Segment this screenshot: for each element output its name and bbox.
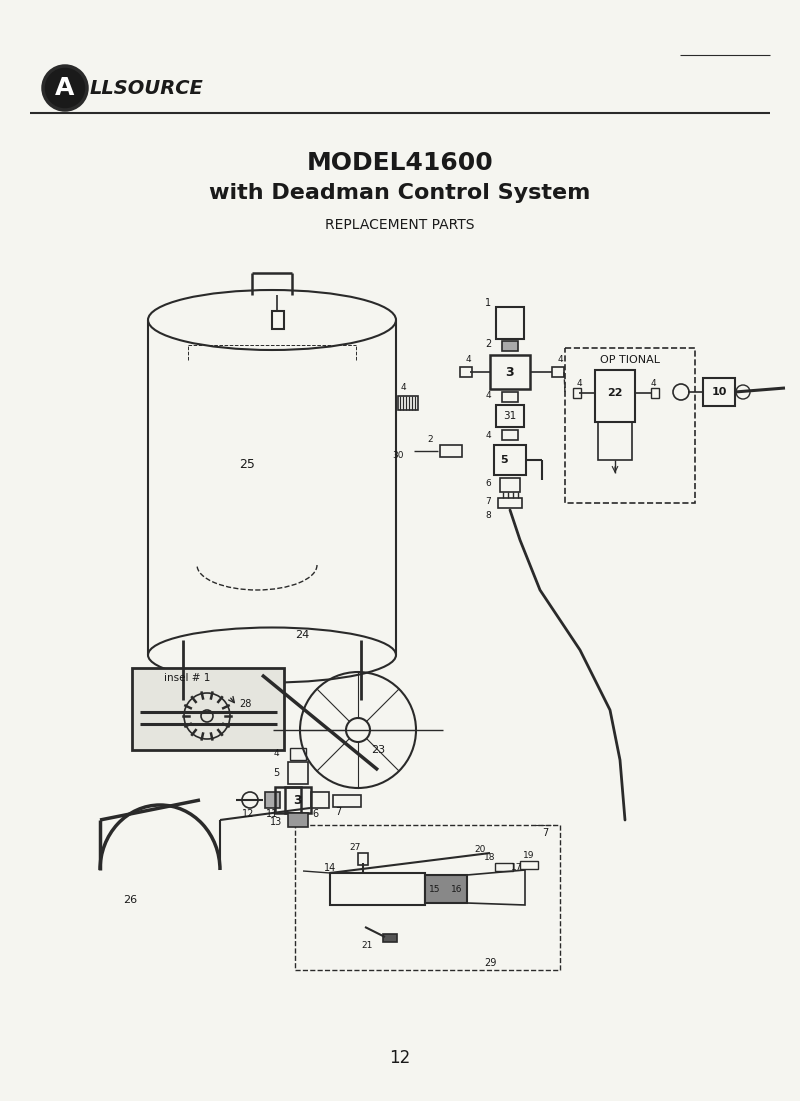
Bar (398, 396, 418, 410)
Text: LLSOURCE: LLSOURCE (90, 78, 204, 98)
Bar (520, 861, 538, 869)
Bar (290, 748, 306, 760)
Text: 7: 7 (542, 828, 548, 838)
Text: 8: 8 (485, 511, 491, 520)
Text: 6: 6 (485, 480, 491, 489)
Text: 1: 1 (485, 298, 491, 308)
Text: 30: 30 (392, 450, 404, 459)
Bar (498, 498, 522, 508)
Text: 4: 4 (485, 430, 491, 439)
Text: 17: 17 (511, 863, 522, 872)
Text: 16: 16 (451, 884, 462, 894)
Text: insel # 1: insel # 1 (164, 673, 210, 683)
Text: 21: 21 (362, 940, 373, 949)
Bar (288, 813, 308, 827)
Bar (502, 430, 518, 440)
Text: 25: 25 (239, 458, 255, 471)
Bar (502, 392, 518, 402)
Text: 12: 12 (390, 1049, 410, 1067)
Text: 28: 28 (239, 699, 251, 709)
Text: 18: 18 (484, 852, 496, 861)
Text: 22: 22 (607, 388, 622, 397)
Text: 31: 31 (503, 411, 517, 421)
Bar (598, 422, 632, 460)
Text: 26: 26 (123, 895, 137, 905)
Bar (383, 934, 397, 942)
Text: 4: 4 (557, 356, 563, 364)
Bar (295, 825, 560, 970)
Text: REPLACEMENT PARTS: REPLACEMENT PARTS (326, 218, 474, 232)
Text: 24: 24 (295, 630, 309, 640)
Bar (573, 388, 581, 397)
Bar (330, 873, 425, 905)
Bar (460, 367, 472, 377)
Text: 4: 4 (650, 379, 656, 388)
Bar (272, 310, 284, 329)
Bar (358, 853, 368, 865)
Bar (595, 370, 635, 422)
Text: 12: 12 (242, 809, 254, 819)
Text: 11: 11 (266, 809, 278, 819)
Text: 10: 10 (711, 386, 726, 397)
Text: 29: 29 (484, 958, 496, 968)
Bar (333, 795, 361, 807)
Bar (565, 348, 695, 503)
Bar (490, 355, 530, 389)
Text: 4: 4 (576, 379, 582, 388)
Bar (494, 445, 526, 475)
Text: 15: 15 (430, 884, 441, 894)
Bar (265, 792, 280, 808)
Text: 7: 7 (335, 807, 341, 817)
Text: 19: 19 (523, 850, 534, 860)
Text: 2: 2 (427, 436, 433, 445)
Bar (502, 341, 518, 351)
Bar (285, 787, 311, 813)
Bar (496, 307, 524, 339)
Bar (288, 762, 308, 784)
Text: 4: 4 (465, 356, 471, 364)
Text: 5: 5 (273, 768, 279, 778)
Text: 13: 13 (270, 817, 282, 827)
Text: 27: 27 (350, 842, 361, 851)
Text: 20: 20 (474, 844, 486, 853)
Text: 4: 4 (400, 383, 406, 392)
Bar (275, 787, 301, 813)
Bar (500, 478, 520, 492)
Bar (132, 668, 284, 750)
Bar (495, 863, 513, 871)
Text: 5: 5 (500, 455, 508, 465)
Text: OP TIONAL: OP TIONAL (600, 355, 660, 366)
Text: 3: 3 (294, 794, 302, 807)
Bar (425, 875, 467, 903)
Text: 4: 4 (273, 750, 279, 759)
Bar (440, 445, 462, 457)
Bar (651, 388, 659, 397)
Bar (496, 405, 524, 427)
Text: 23: 23 (371, 745, 385, 755)
Circle shape (43, 66, 87, 110)
Bar (703, 378, 735, 406)
Text: 6: 6 (312, 809, 318, 819)
Text: A: A (55, 76, 74, 100)
Text: with Deadman Control System: with Deadman Control System (210, 183, 590, 203)
Text: 7: 7 (485, 497, 491, 505)
Bar (311, 792, 329, 808)
Text: 3: 3 (506, 366, 514, 379)
Text: 2: 2 (485, 339, 491, 349)
Text: 4: 4 (485, 392, 491, 401)
Text: MODEL41600: MODEL41600 (306, 151, 494, 175)
Text: 14: 14 (324, 863, 336, 873)
Bar (552, 367, 564, 377)
